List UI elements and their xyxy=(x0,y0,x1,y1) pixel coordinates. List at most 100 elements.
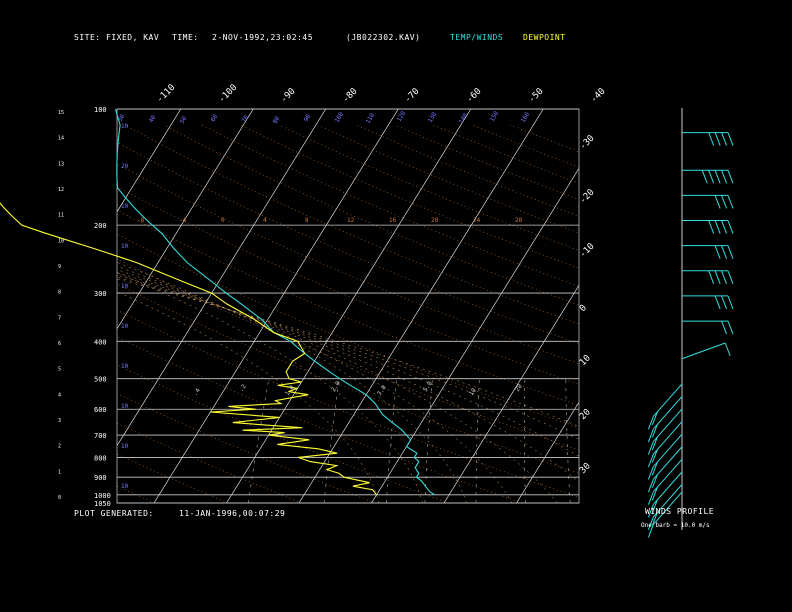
left-edge-label: 10 xyxy=(121,323,129,330)
wind-barb-flag xyxy=(651,436,658,451)
wind-barb-flag xyxy=(714,132,721,146)
dry-adiabat-line xyxy=(117,309,579,498)
height-tick-label: 4 xyxy=(58,392,61,398)
right-temp-tick-label: -10 xyxy=(578,242,597,261)
isotherm-line xyxy=(117,109,254,330)
height-tick-label: 3 xyxy=(58,418,61,424)
wind-profile xyxy=(647,108,734,538)
mixing-ratio-label: 2.0 xyxy=(330,380,342,393)
dry-adiabat-line xyxy=(117,422,302,503)
dewpoint-legend: DEWPOINT xyxy=(523,33,566,42)
height-tick-label: 12 xyxy=(58,187,64,193)
dry-adiabat-line xyxy=(117,453,229,503)
wind-barb-flag xyxy=(724,342,731,357)
isotherm-line xyxy=(153,109,399,503)
mixing-ratio-line xyxy=(386,378,398,503)
wind-barb-staff xyxy=(653,491,683,525)
top-temp-tick-label: -70 xyxy=(403,87,422,106)
wind-barb-flag xyxy=(651,449,658,463)
wind-barb-flag xyxy=(727,245,734,259)
wind-barb-flag xyxy=(727,170,734,184)
isotherm-line xyxy=(117,109,327,447)
left-edge-label: 10 xyxy=(121,283,129,290)
sounding-curves xyxy=(0,108,435,496)
wind-barb-flag xyxy=(647,478,654,493)
mixing-ratio-line xyxy=(620,379,629,503)
wind-barb-flag xyxy=(651,499,658,513)
height-tick-label: 7 xyxy=(58,315,61,321)
upper-isotherm-label: 30 xyxy=(117,113,127,123)
upper-isotherm-label: 140 xyxy=(458,112,470,125)
upper-isotherm-label: 80 xyxy=(272,115,282,125)
wind-barb-flag xyxy=(708,220,715,234)
top-temp-tick-label: -100 xyxy=(217,83,239,105)
wind-barb-flag xyxy=(714,245,721,259)
wind-barb-flag xyxy=(721,195,728,209)
wind-barb-flag xyxy=(651,411,658,425)
mixing-ratio-label: 3.0 xyxy=(376,384,388,397)
pressure-tick-label: 400 xyxy=(94,338,107,346)
upper-isotherm-label: 90 xyxy=(303,113,313,123)
mixing-ratio-line xyxy=(248,378,270,503)
wind-barb-flag xyxy=(708,132,715,146)
height-tick-label: 9 xyxy=(58,264,61,270)
wind-barb-flag xyxy=(651,474,658,488)
height-tick-label: 6 xyxy=(58,341,61,347)
wind-barb-flag xyxy=(647,524,654,538)
temp-winds-legend: TEMP/WINDS xyxy=(450,33,504,42)
moist-adiabat-line xyxy=(117,269,558,503)
moist-adiabat-line xyxy=(117,265,513,503)
dry-adiabat-line xyxy=(117,485,155,503)
wind-barb-flag xyxy=(647,441,654,455)
isotherm-line xyxy=(117,109,182,213)
pressure-tick-label: 100 xyxy=(94,106,107,114)
upper-isotherm-label: 120 xyxy=(396,110,408,123)
right-temp-tick-label: 0 xyxy=(578,303,589,314)
winds-profile-subtitle: One barb = 10.0 m/s xyxy=(641,522,710,529)
mixing-ratio-line xyxy=(523,378,526,503)
pressure-tick-label: 1000 xyxy=(94,492,111,500)
dry-adiabat-line xyxy=(124,124,579,325)
dry-adiabat-line xyxy=(278,124,579,251)
dry-adiabat-label: -4 xyxy=(179,217,187,224)
wind-barb-flag xyxy=(721,320,728,335)
right-temp-tick-label: -20 xyxy=(578,188,597,207)
dry-adiabat-label: 8 xyxy=(305,217,309,224)
top-temp-tick-label: -40 xyxy=(589,87,608,106)
moist-adiabat-line xyxy=(117,262,467,503)
wind-barb-flag xyxy=(647,453,654,468)
isotherm-line xyxy=(226,109,472,503)
dry-adiabat-line xyxy=(240,124,579,269)
height-tick-label: 14 xyxy=(58,136,64,142)
dry-adiabat-line xyxy=(163,124,579,306)
right-temp-tick-label: -30 xyxy=(578,134,597,153)
wind-barb-flag xyxy=(714,220,721,234)
mixing-ratio-line xyxy=(565,378,571,503)
wind-barb-flag xyxy=(721,295,728,310)
upper-isotherm-label: 130 xyxy=(427,111,439,124)
dry-adiabat-line xyxy=(117,393,376,503)
wind-barb-staff xyxy=(653,408,683,442)
height-tick-label: 13 xyxy=(58,161,64,167)
site-value: FIXED, KAV xyxy=(106,33,160,42)
mixing-ratio-label: 1.0 xyxy=(284,384,296,397)
mixing-ratio-label: .2 xyxy=(238,383,248,393)
top-temp-tick-label: -60 xyxy=(465,87,484,106)
winds-profile-title: WINDS PROFILE xyxy=(645,507,715,516)
wind-barb-staff xyxy=(653,383,683,417)
dry-adiabat-line xyxy=(356,124,579,217)
mixing-ratio-label: 10 xyxy=(468,387,478,397)
pressure-tick-label: 1050 xyxy=(94,500,111,508)
pressure-tick-label: 200 xyxy=(94,222,107,230)
wind-barb-staff xyxy=(653,421,683,455)
wind-barb-flag xyxy=(647,466,654,480)
wind-barb-flag xyxy=(651,461,658,476)
wind-barb-staff xyxy=(653,396,683,430)
height-tick-label: 5 xyxy=(58,367,61,373)
dry-adiabat-line xyxy=(117,283,579,474)
plot-generated-value: 11-JAN-1996,00:07:29 xyxy=(179,509,286,518)
dry-adiabat-line xyxy=(117,364,449,503)
isotherm-line xyxy=(589,109,792,503)
wind-barb-flag xyxy=(651,512,658,526)
height-tick-label: 2 xyxy=(58,444,61,450)
